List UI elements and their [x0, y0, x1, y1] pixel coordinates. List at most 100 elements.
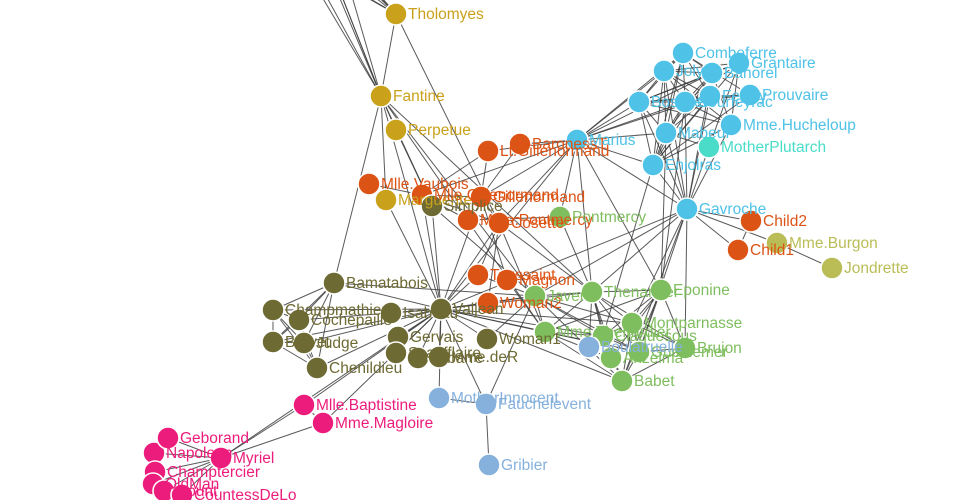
- node-Tholomyes[interactable]: [384, 2, 408, 26]
- node-Marguerite[interactable]: [374, 188, 398, 212]
- node-Jondrette[interactable]: [820, 256, 844, 280]
- node-Lt.Gillenormand[interactable]: [476, 139, 500, 163]
- label-Fauchelevent: Fauchelevent: [498, 396, 592, 413]
- label-MotherPlutarch: MotherPlutarch: [721, 139, 826, 156]
- node-Fauchelevent[interactable]: [474, 392, 498, 416]
- edge-Marguerite-Fantine: [380, 95, 387, 201]
- node-Joly[interactable]: [652, 59, 676, 83]
- node-Gavroche[interactable]: [675, 197, 699, 221]
- node-Prouvaire[interactable]: [738, 83, 762, 107]
- node-Thenardier[interactable]: [580, 280, 604, 304]
- node-Scaufflaire[interactable]: [384, 341, 408, 365]
- edge-Judge-Valjean: [303, 308, 442, 344]
- node-BaronessT[interactable]: [508, 132, 532, 156]
- node-Toussaint[interactable]: [466, 263, 490, 287]
- edge-Dahlia-Fantine: [342, 0, 382, 97]
- node-Geborand[interactable]: [156, 426, 180, 450]
- node-Pontmercy[interactable]: [548, 205, 572, 229]
- node-Javert[interactable]: [523, 284, 547, 308]
- node-Fantine[interactable]: [369, 84, 393, 108]
- node-Mlle.Vaubois[interactable]: [357, 172, 381, 196]
- node-CountessDeLo[interactable]: [170, 483, 194, 500]
- edge-Thenardier-Cosette: [498, 222, 593, 293]
- node-Magnon[interactable]: [495, 268, 519, 292]
- node-Montparnasse[interactable]: [620, 311, 644, 335]
- edge-Fauchelevent-Valjean: [440, 308, 487, 405]
- node-Myriel[interactable]: [209, 446, 233, 470]
- edge-Mme.Magloire-Myriel: [220, 422, 324, 459]
- node-Judge[interactable]: [292, 331, 316, 355]
- node-Mme.Burgon[interactable]: [765, 231, 789, 255]
- node-Cosette[interactable]: [487, 211, 511, 235]
- edge-Gavroche-Brujon: [684, 208, 688, 349]
- node-Simplice[interactable]: [420, 194, 444, 218]
- label-Gillenormand: Gillenormand: [493, 189, 585, 206]
- edge-Magnon-Gillenormand: [480, 196, 508, 281]
- node-Boulatruelle[interactable]: [577, 335, 601, 359]
- edge-Lt.Gillenormand-Marius: [487, 139, 578, 152]
- edge-Chenildieu-Bamatabois: [316, 282, 335, 369]
- node-Gillenormand[interactable]: [469, 185, 493, 209]
- node-Labarre[interactable]: [406, 346, 430, 370]
- node-Mme.deR[interactable]: [427, 345, 451, 369]
- label-Babet: Babet: [634, 373, 675, 390]
- node-Child2[interactable]: [739, 209, 763, 233]
- label-Child2: Child2: [763, 213, 807, 230]
- node-Gribier[interactable]: [477, 453, 501, 477]
- edge-Marius-Mabeuf: [576, 132, 667, 141]
- node-Woman2[interactable]: [476, 291, 500, 315]
- edge-Javert-Montparnasse: [534, 295, 633, 324]
- node-Isabeau[interactable]: [379, 301, 403, 325]
- node-Courfeyrac[interactable]: [673, 90, 697, 114]
- node-Bamatabois[interactable]: [322, 271, 346, 295]
- node-Anzelma[interactable]: [599, 346, 623, 370]
- node-Mme.Magloire[interactable]: [311, 411, 335, 435]
- edge-Fameuil-Tholomyes: [380, 0, 397, 15]
- edge-Zephine-Fantine: [339, 0, 382, 97]
- edge-Gavroche-Valjean: [440, 208, 688, 310]
- node-MotherPlutarch[interactable]: [697, 135, 721, 159]
- node-Bossuet[interactable]: [627, 90, 651, 114]
- label-Mme.Burgon: Mme.Burgon: [789, 235, 878, 252]
- edge-Babet-Eponine: [621, 289, 662, 382]
- node-Feuilly[interactable]: [698, 84, 722, 108]
- node-MotherInnocent[interactable]: [427, 386, 451, 410]
- edge-Eponine-Courfeyrac: [660, 101, 686, 291]
- node-Mme.Thenardier[interactable]: [533, 320, 557, 344]
- edge-Javert-Gavroche: [534, 208, 688, 297]
- node-Brujon[interactable]: [673, 336, 697, 360]
- node-Eponine[interactable]: [649, 278, 673, 302]
- edge-Courfeyrac-Gavroche: [684, 101, 688, 210]
- node-Cochepaille[interactable]: [287, 308, 311, 332]
- node-Bahorel[interactable]: [700, 61, 724, 85]
- edge-Favourite-Fantine: [327, 0, 382, 97]
- edge-Javert-Fauchelevent: [485, 295, 536, 405]
- node-Gueulemer[interactable]: [627, 340, 651, 364]
- edge-Mme.Hucheloup-Joly: [663, 70, 732, 126]
- node-Brevet[interactable]: [261, 330, 285, 354]
- node-Valjean[interactable]: [429, 297, 453, 321]
- node-Woman1[interactable]: [475, 327, 499, 351]
- edge-Thenardier-Marius: [576, 139, 593, 293]
- edge-Enjolras-Grantaire: [652, 62, 740, 166]
- edge-Joly-Gavroche: [663, 70, 688, 210]
- node-Champmathieu[interactable]: [261, 298, 285, 322]
- node-Mme.Hucheloup[interactable]: [719, 113, 743, 137]
- node-Grantaire[interactable]: [727, 51, 751, 75]
- node-Marius[interactable]: [565, 128, 589, 152]
- node-Mlle.Baptistine[interactable]: [292, 393, 316, 417]
- node-Mabeuf[interactable]: [654, 121, 678, 145]
- node-Combeferre[interactable]: [671, 41, 695, 65]
- edge-Lt.Gillenormand-Mlle.Gillenormand: [421, 150, 489, 196]
- node-Child1[interactable]: [726, 238, 750, 262]
- label-Mme.Hucheloup: Mme.Hucheloup: [743, 117, 856, 134]
- edge-Zephine-Tholomyes: [371, 0, 397, 15]
- node-Babet[interactable]: [610, 369, 634, 393]
- node-Chenildieu[interactable]: [305, 356, 329, 380]
- node-Mme.Pontmercy[interactable]: [456, 208, 480, 232]
- label-Tholomyes: Tholomyes: [408, 6, 484, 23]
- node-Perpetue[interactable]: [384, 118, 408, 142]
- node-Enjolras[interactable]: [641, 153, 665, 177]
- edge-Mme.Thenardier-Cosette: [498, 222, 546, 333]
